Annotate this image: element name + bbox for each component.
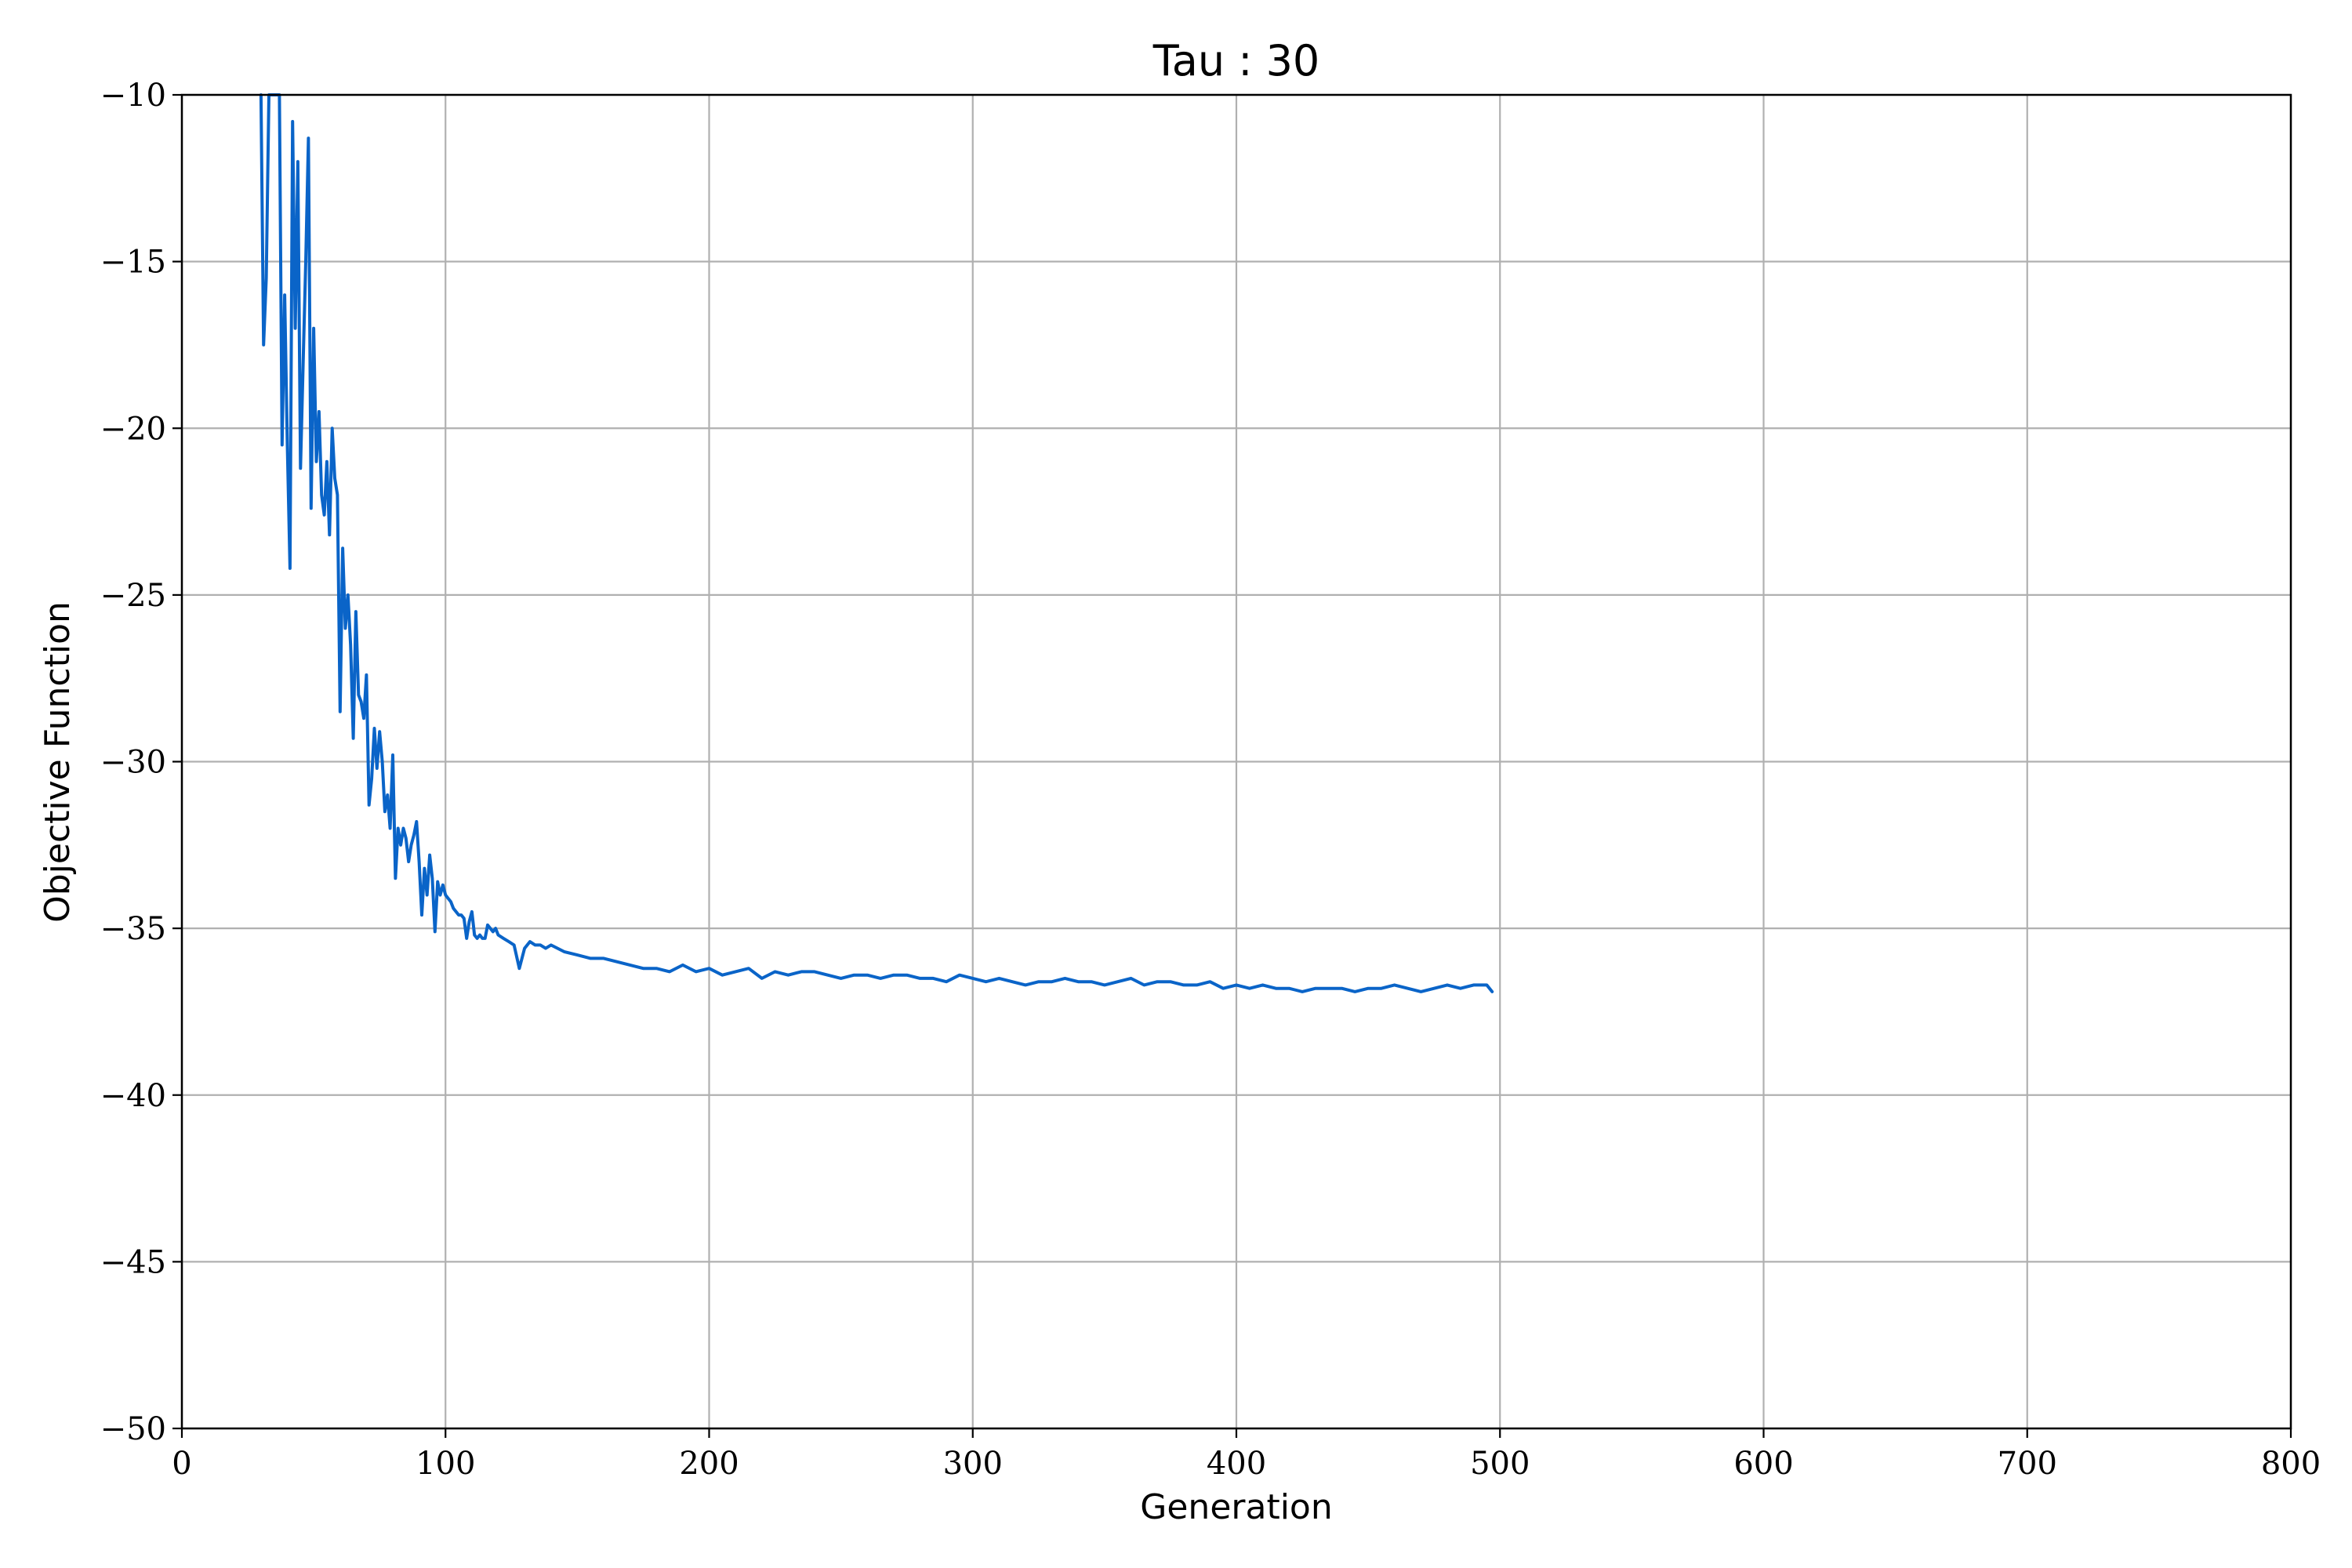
x-tick-label: 300	[943, 1446, 1003, 1482]
ticks: 0 100 200 300 400 500 600 700 800 −50 −45 −40 −35 −30…	[100, 78, 2321, 1482]
series-line	[259, 93, 1494, 993]
y-tick-label: −40	[100, 1078, 166, 1114]
y-tick-label: −45	[100, 1244, 166, 1280]
x-tick-label: 400	[1207, 1446, 1266, 1482]
x-tick-label: 200	[679, 1446, 739, 1482]
y-tick-label: −15	[100, 245, 166, 281]
x-axis-label: Generation	[1140, 1487, 1332, 1527]
series-layer	[259, 93, 1494, 993]
y-tick-label: −20	[100, 411, 166, 447]
y-tick-label: −50	[100, 1411, 166, 1447]
y-axis-label: Objective Function	[38, 601, 78, 923]
y-tick-label: −10	[100, 78, 166, 114]
x-tick-label: 500	[1470, 1446, 1530, 1482]
chart-title: Tau : 30	[1152, 36, 1320, 85]
x-tick-label: 600	[1733, 1446, 1793, 1482]
y-tick-label: −35	[100, 911, 166, 947]
x-tick-label: 100	[416, 1446, 475, 1482]
y-tick-label: −30	[100, 745, 166, 781]
x-tick-label: 0	[172, 1446, 191, 1482]
grid	[180, 93, 2292, 1430]
x-tick-label: 700	[1998, 1446, 2057, 1482]
y-tick-label: −25	[100, 578, 166, 614]
x-tick-label: 800	[2261, 1446, 2321, 1482]
